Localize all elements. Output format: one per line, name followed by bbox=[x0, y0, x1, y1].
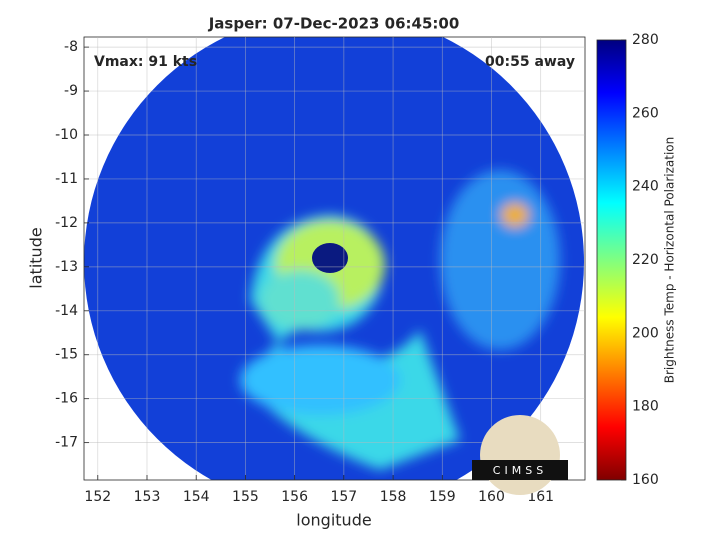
x-axis-label: longitude bbox=[296, 511, 371, 530]
x-tick-label: 159 bbox=[429, 489, 456, 505]
x-tick-label: 161 bbox=[527, 489, 554, 505]
y-tick-label: -10 bbox=[55, 127, 78, 143]
colorbar-tick-label: 220 bbox=[632, 252, 659, 268]
colorbar-tick-label: 280 bbox=[632, 32, 659, 48]
x-tick-label: 156 bbox=[281, 489, 308, 505]
satellite-image bbox=[84, 37, 584, 480]
annotation: Vmax: 91 kts bbox=[94, 54, 197, 70]
chart-title: Jasper: 07-Dec-2023 06:45:00 bbox=[208, 15, 460, 33]
x-tick-label: 152 bbox=[84, 489, 111, 505]
y-tick-label: -15 bbox=[55, 347, 78, 363]
x-tick-label: 155 bbox=[232, 489, 259, 505]
y-tick-label: -9 bbox=[64, 83, 78, 99]
colorbar-tick-label: 180 bbox=[632, 399, 659, 415]
x-tick-label: 154 bbox=[183, 489, 210, 505]
y-tick-label: -12 bbox=[55, 215, 78, 231]
logo-text: CIMSS bbox=[493, 464, 547, 477]
colorbar-tick-label: 160 bbox=[632, 472, 659, 488]
x-tick-label: 158 bbox=[380, 489, 407, 505]
y-tick-label: -13 bbox=[55, 259, 78, 275]
colorbar-label: Brightness Temp - Horizontal Polarizatio… bbox=[663, 137, 677, 384]
colorbar-tick-label: 260 bbox=[632, 105, 659, 121]
logo: CIMSS bbox=[472, 415, 568, 495]
colorbar-tick-label: 200 bbox=[632, 325, 659, 341]
y-axis-label: latitude bbox=[27, 227, 46, 288]
y-tick-label: -16 bbox=[55, 391, 78, 407]
y-tick-label: -14 bbox=[55, 303, 78, 319]
colorbar-tick-label: 240 bbox=[632, 179, 659, 195]
colorbar bbox=[596, 39, 627, 481]
y-tick-label: -8 bbox=[64, 39, 78, 55]
x-tick-label: 160 bbox=[478, 489, 505, 505]
y-tick-label: -17 bbox=[55, 435, 78, 451]
x-tick-label: 153 bbox=[134, 489, 161, 505]
x-tick-label: 157 bbox=[330, 489, 357, 505]
annotation: 00:55 away bbox=[485, 54, 575, 70]
y-tick-label: -11 bbox=[55, 171, 78, 187]
